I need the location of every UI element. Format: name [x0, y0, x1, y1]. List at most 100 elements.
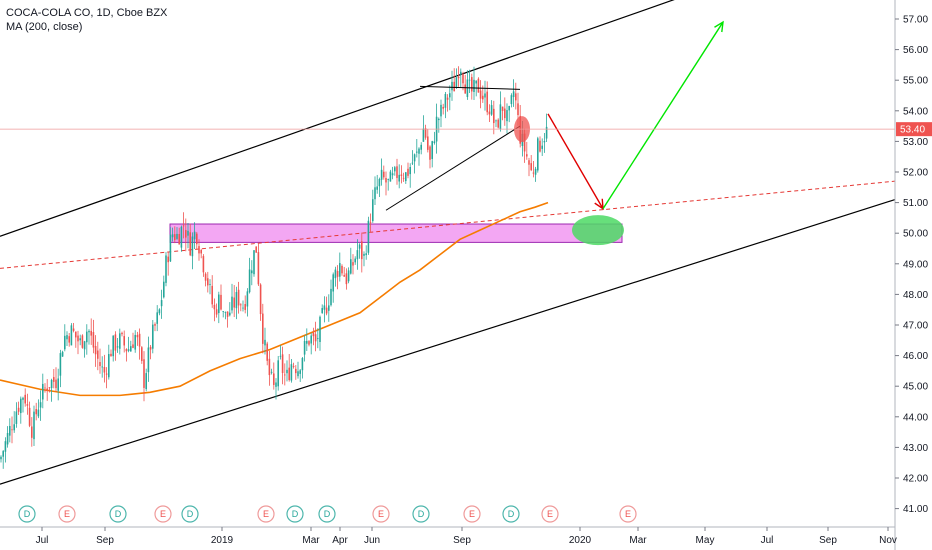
channel-upper-line[interactable] — [0, 0, 706, 237]
earnings-marker[interactable] — [463, 505, 481, 523]
symbol-title[interactable]: COCA-COLA CO, 1D, Cboe BZX — [6, 7, 168, 19]
event-marker-label: E — [378, 509, 384, 519]
candle-body — [385, 178, 387, 183]
sell-arrow[interactable] — [547, 113, 604, 210]
event-marker-label: E — [625, 509, 631, 519]
candle-body — [490, 105, 493, 115]
candle-body — [187, 230, 189, 236]
candle-body — [134, 334, 136, 350]
candle-body — [24, 394, 26, 404]
candle-body — [11, 429, 13, 431]
earnings-marker[interactable] — [58, 505, 76, 523]
dividend-marker[interactable] — [18, 505, 36, 523]
candle-body — [17, 407, 20, 412]
earnings-marker[interactable] — [372, 505, 390, 523]
candle-body — [451, 81, 453, 91]
event-marker-label: D — [24, 509, 31, 519]
price-axis[interactable]: 41.00 42.00 43.00 44.00 45.00 46.00 47.00 48.00… — [894, 0, 928, 550]
earnings-marker[interactable] — [154, 505, 172, 523]
y-tick-label: 53.00 — [903, 137, 928, 148]
earnings-marker[interactable] — [541, 505, 559, 523]
y-tick-label: 51.00 — [903, 198, 928, 209]
last-price-line: 53.40 — [0, 122, 932, 137]
indicator-label[interactable]: MA (200, close) — [6, 21, 83, 33]
candle-body — [218, 294, 220, 314]
y-tick-label: 47.00 — [903, 321, 928, 332]
candle-body — [319, 316, 321, 343]
candle-body — [94, 345, 97, 355]
dividend-marker[interactable] — [181, 505, 199, 523]
earnings-marker[interactable] — [619, 505, 637, 523]
trend-channel — [0, 0, 896, 485]
buy-arrow[interactable] — [602, 21, 724, 210]
candle-body — [101, 366, 103, 368]
candle-body — [257, 252, 260, 285]
wedge-lower-line[interactable] — [385, 125, 521, 211]
event-marker-label: E — [469, 509, 475, 519]
candle-body — [70, 325, 73, 346]
earnings-marker[interactable] — [257, 505, 275, 523]
event-marker-label: E — [64, 509, 70, 519]
dividend-marker[interactable] — [318, 505, 336, 523]
candle-body — [121, 332, 123, 335]
wedge-upper-line[interactable] — [419, 85, 521, 90]
candle-body — [398, 174, 400, 182]
event-marker-label: D — [115, 509, 122, 519]
y-tick-label: 56.00 — [903, 45, 928, 56]
candle-body — [446, 97, 449, 100]
candle-body — [13, 424, 15, 431]
candle-body — [259, 284, 262, 315]
candle-body — [248, 269, 251, 293]
dividend-marker[interactable] — [412, 505, 430, 523]
candle-body — [306, 340, 308, 344]
candle-body — [284, 374, 286, 376]
candle-body — [512, 91, 515, 98]
candle-body — [433, 141, 436, 143]
candle-body — [499, 104, 502, 130]
candle-body — [68, 336, 70, 343]
candle-body — [55, 379, 57, 389]
candle-body — [534, 168, 537, 175]
x-tick-label: Mar — [302, 535, 320, 546]
resistance-zone-rect[interactable] — [169, 223, 623, 243]
candle-body — [495, 120, 497, 122]
dividend-marker[interactable] — [286, 505, 304, 523]
candle-body — [116, 346, 119, 348]
candle-body — [543, 141, 546, 143]
candle-body — [431, 141, 433, 159]
candle-body — [424, 128, 427, 138]
candle-body — [193, 231, 196, 240]
candle-body — [79, 338, 81, 341]
candle-body — [255, 246, 257, 253]
candle-body — [0, 456, 2, 460]
candle-body — [64, 335, 66, 350]
dashed-trendline[interactable] — [0, 180, 896, 269]
candle-body — [354, 258, 356, 263]
candle-body — [4, 441, 7, 452]
candle-body — [288, 367, 290, 381]
candle-body — [416, 151, 418, 153]
event-marker-label: D — [292, 509, 299, 519]
channel-lower-line[interactable] — [0, 198, 896, 485]
candle-body — [46, 388, 48, 391]
dividend-marker[interactable] — [502, 505, 520, 523]
candle-body — [176, 233, 178, 239]
event-marker-label: E — [160, 509, 166, 519]
candle-body — [515, 93, 517, 101]
candle-body — [356, 250, 359, 260]
candle-body — [303, 340, 306, 355]
event-marker-label: D — [187, 509, 194, 519]
dividend-marker[interactable] — [109, 505, 127, 523]
time-axis[interactable]: Jul Sep 2019 Mar Apr Jun Sep 2020 Mar May Jul Sep No… — [0, 526, 897, 546]
candle-body — [460, 71, 462, 75]
event-marker-label: E — [547, 509, 553, 519]
candle-body — [235, 292, 238, 309]
target-ellipse[interactable] — [572, 215, 624, 246]
candle-body — [61, 351, 64, 357]
candle-body — [462, 73, 464, 84]
candle-body — [163, 281, 165, 298]
y-tick-label: 57.00 — [903, 15, 928, 26]
candle-body — [266, 343, 268, 361]
